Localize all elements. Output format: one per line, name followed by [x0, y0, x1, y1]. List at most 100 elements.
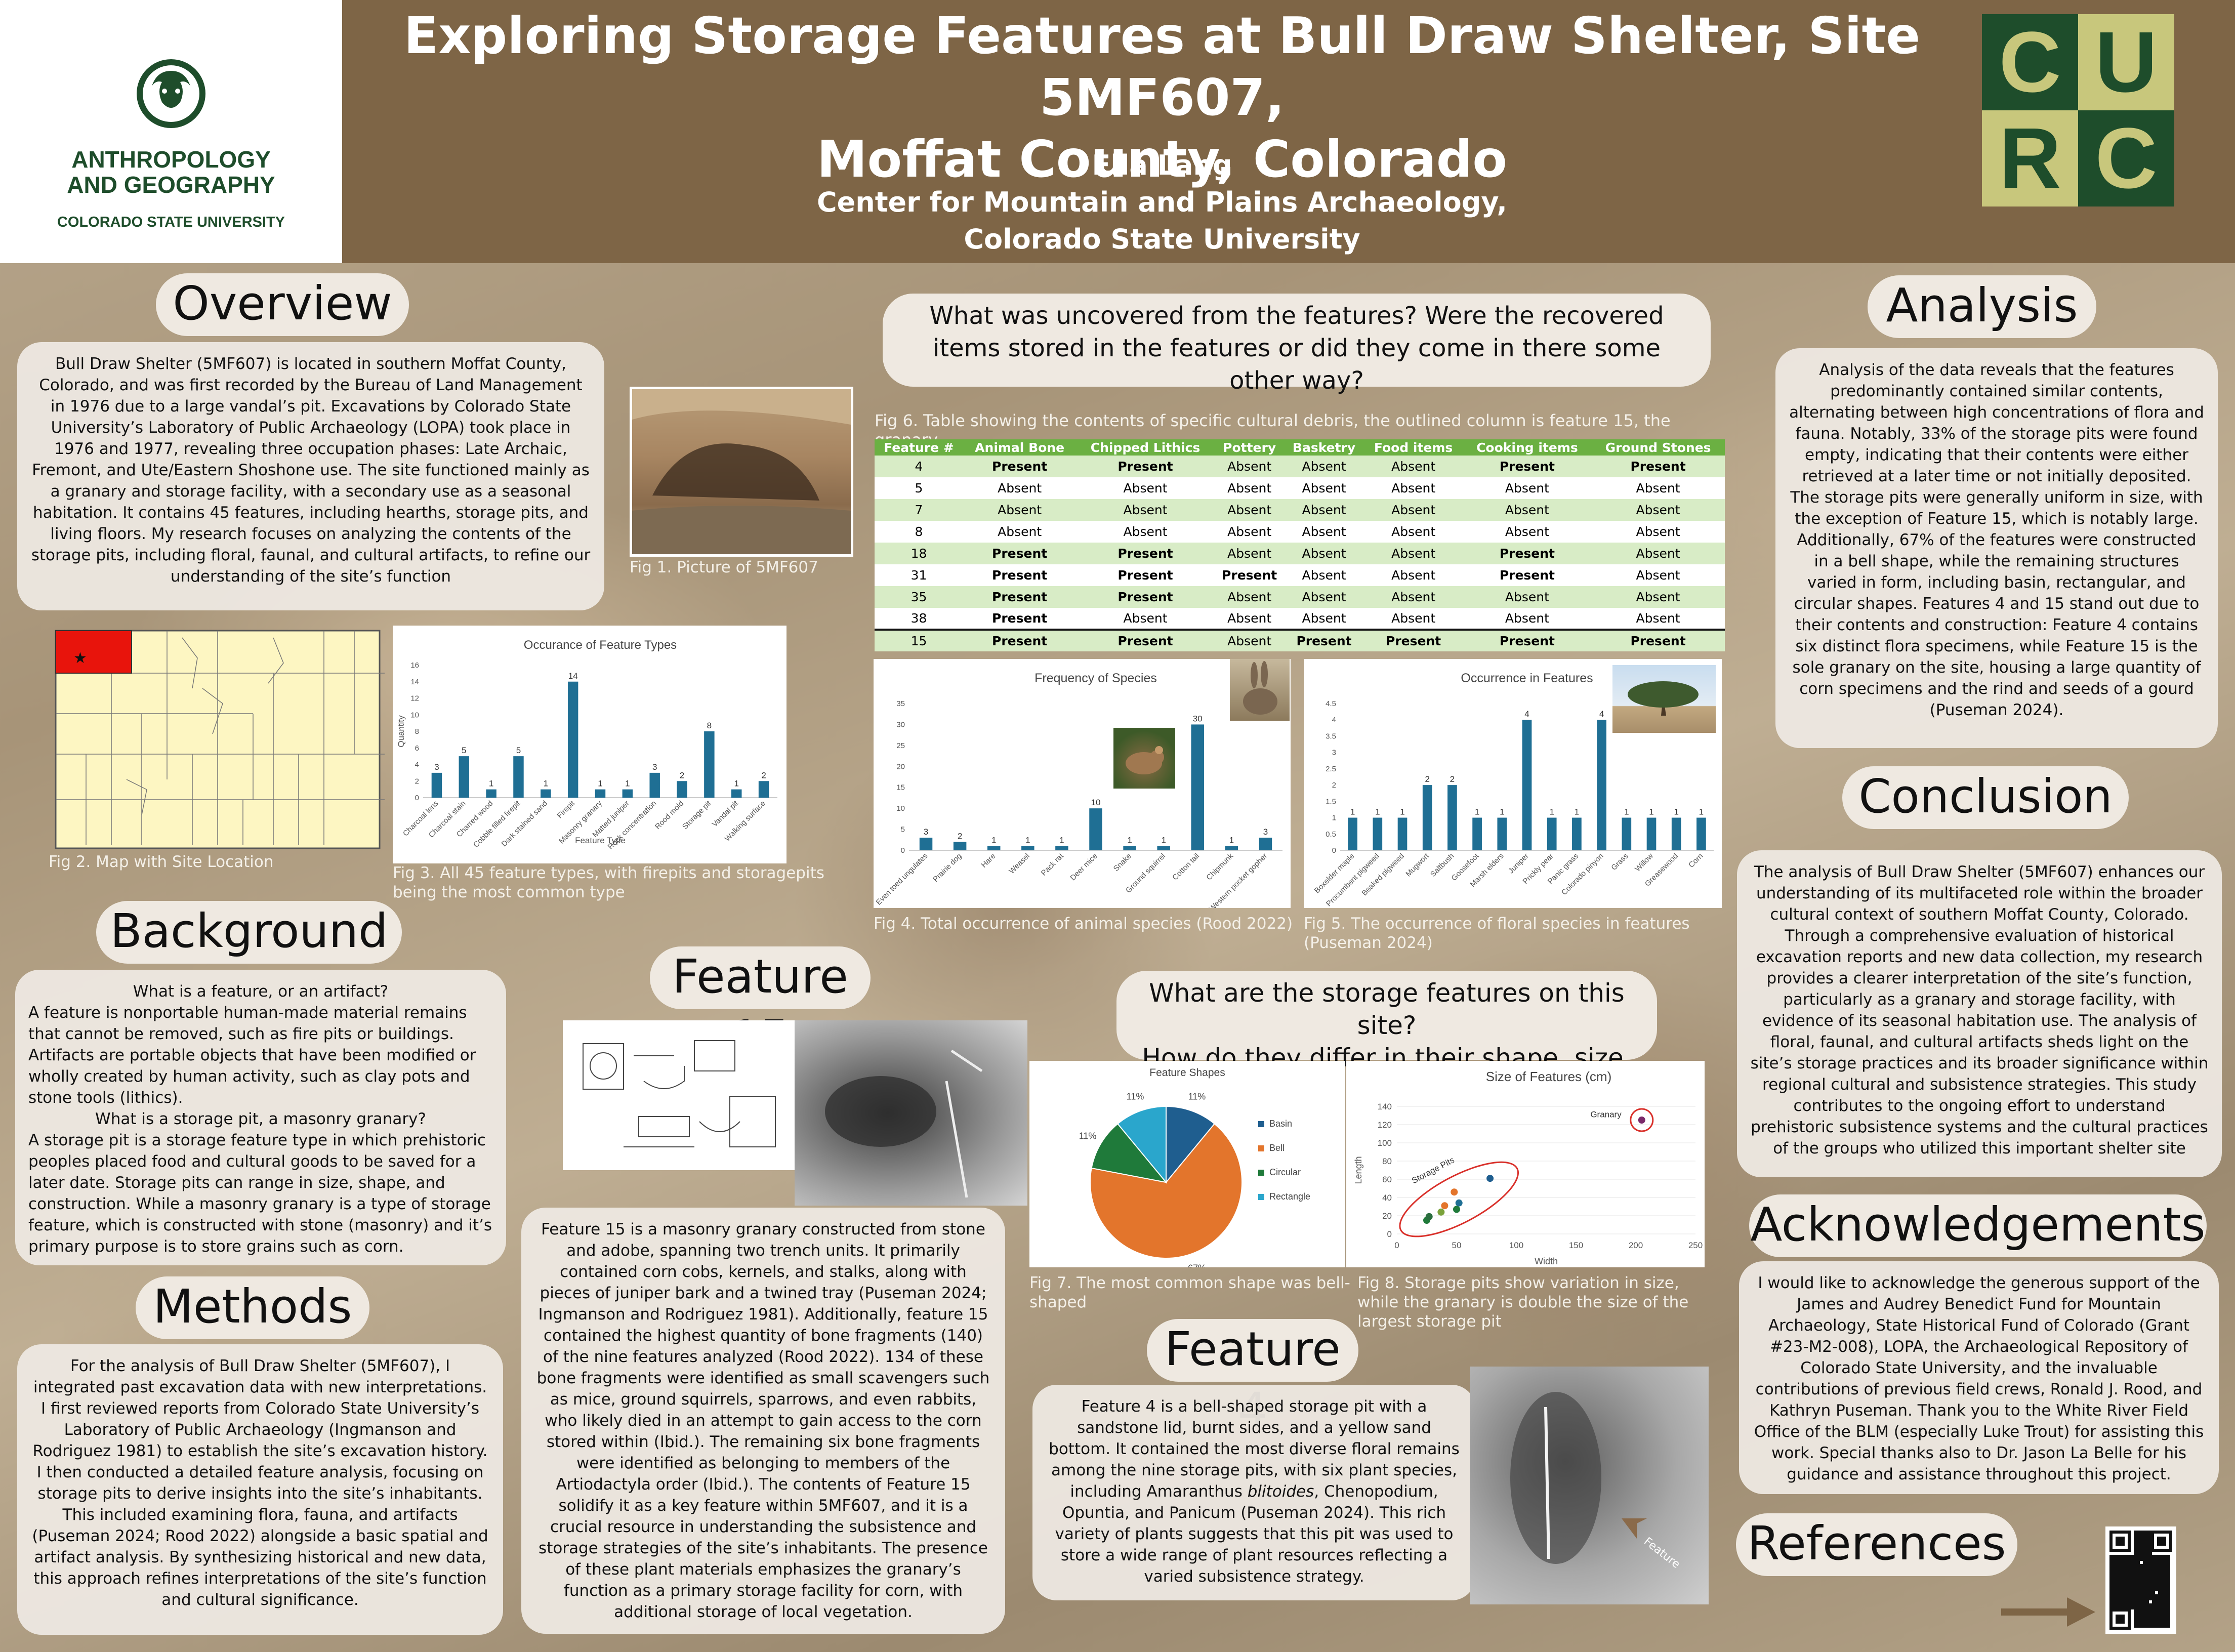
table-cell: Absent — [1284, 499, 1364, 521]
qr-module — [2109, 1594, 2113, 1597]
qr-finder — [2157, 1537, 2166, 1546]
qr-module — [2140, 1594, 2143, 1597]
pie-slice — [1166, 1105, 1216, 1184]
x-tick-label: Pack rat — [1040, 851, 1066, 878]
qr-module — [2158, 1606, 2161, 1609]
bar — [486, 789, 496, 798]
qr-module — [2128, 1597, 2131, 1600]
qr-module — [2155, 1561, 2158, 1564]
qr-module — [2125, 1588, 2128, 1591]
qr-module — [2167, 1576, 2170, 1579]
qr-module — [2161, 1616, 2164, 1619]
qr-module — [2125, 1606, 2128, 1609]
qr-module — [2161, 1561, 2164, 1564]
scatter-point — [1441, 1202, 1448, 1210]
background-box: What is a feature, or an artifact? A fea… — [15, 970, 506, 1265]
y-tick-label: 80 — [1382, 1157, 1392, 1166]
qr-module — [2155, 1579, 2158, 1582]
qr-module — [2109, 1564, 2113, 1567]
qr-module — [2164, 1573, 2167, 1576]
pie-slice — [1091, 1123, 1168, 1183]
table-row: 35 Present Present Absent Absent Absent Absent… — [875, 586, 1725, 608]
qr-module — [2134, 1579, 2137, 1582]
references-qr-code[interactable] — [2105, 1526, 2176, 1634]
x-axis-title: Feature Type — [575, 836, 626, 845]
qr-module — [2128, 1600, 2131, 1603]
bar — [1123, 846, 1136, 850]
qr-module — [2167, 1594, 2170, 1597]
qr-module — [2140, 1534, 2143, 1537]
qr-module — [2158, 1619, 2161, 1622]
feature4-box: Feature 4 is a bell-shaped storage pit w… — [1032, 1385, 1476, 1600]
qr-module — [2143, 1606, 2146, 1609]
qr-module — [2167, 1616, 2170, 1619]
table-row: 4 Present Present Absent Absent Absent Present… — [875, 456, 1725, 477]
y-tick-label: 10 — [410, 711, 419, 719]
qr-module — [2119, 1594, 2122, 1597]
table-cell: 15 — [875, 629, 963, 651]
table-cell: Present — [1591, 456, 1725, 477]
qr-module — [2152, 1561, 2155, 1564]
legend-swatch — [1258, 1145, 1264, 1151]
table-cell: Absent — [1363, 499, 1463, 521]
qr-module — [2113, 1591, 2116, 1594]
qr-module — [2116, 1603, 2119, 1606]
y-tick-label: 3 — [1332, 749, 1336, 757]
x-tick-label: Weasel — [1007, 852, 1031, 876]
qr-module — [2125, 1594, 2128, 1597]
qr-module — [2158, 1561, 2161, 1564]
qr-module — [2152, 1603, 2155, 1606]
table-row: 38 Present Absent Absent Absent Absent Absent A… — [875, 608, 1725, 630]
qr-module — [2119, 1558, 2122, 1561]
table-cell: Present — [1463, 456, 1592, 477]
qr-module — [2125, 1567, 2128, 1570]
qr-module — [2164, 1564, 2167, 1567]
qr-module — [2131, 1564, 2134, 1567]
qr-module — [2149, 1582, 2152, 1585]
qr-module — [2152, 1619, 2155, 1622]
legend-swatch — [1258, 1194, 1264, 1200]
qr-module — [2134, 1570, 2137, 1573]
pie-slice — [1116, 1105, 1167, 1184]
qr-module — [2116, 1585, 2119, 1588]
qr-module — [2140, 1582, 2143, 1585]
bar-value-label: 1 — [489, 779, 493, 789]
qr-module — [2134, 1603, 2137, 1606]
species-chart: Frequency of Species 0 5 10 15 20 25 30 35 3 Even … — [874, 659, 1291, 913]
qr-module — [2122, 1561, 2125, 1564]
qr-module — [2143, 1576, 2146, 1579]
table-cell: Present — [1214, 564, 1285, 586]
site-photo — [630, 387, 853, 557]
table-cell: Absent — [1076, 608, 1215, 630]
qr-module — [2149, 1543, 2152, 1546]
qr-module — [2109, 1582, 2113, 1585]
table-cell: Absent — [1363, 456, 1463, 477]
qr-module — [2149, 1537, 2152, 1540]
floral-chart: Occurrence in Features 0 0.5 1 1.5 2 2.5 3 3.5 4 4… — [1304, 659, 1722, 908]
bar-value-label: 2 — [680, 770, 684, 780]
table-row: 8 Absent Absent Absent Absent Absent Absent Abs… — [875, 521, 1725, 543]
qr-module — [2164, 1619, 2167, 1622]
legend-label: Circular — [1269, 1167, 1301, 1177]
cottontail-photo — [1230, 659, 1290, 721]
qr-module — [2143, 1546, 2146, 1549]
qr-module — [2128, 1603, 2131, 1606]
qr-module — [2158, 1609, 2161, 1613]
qr-module — [2140, 1591, 2143, 1594]
qr-module — [2140, 1603, 2143, 1606]
x-tick-label: Deer mice — [1068, 852, 1099, 882]
table-cell: Absent — [1363, 543, 1463, 564]
qr-module — [2152, 1609, 2155, 1613]
author-name: Ella Lang — [1092, 149, 1232, 181]
qr-module — [2152, 1576, 2155, 1579]
table-cell: Present — [1076, 456, 1215, 477]
qr-module — [2143, 1619, 2146, 1622]
table-cell: Absent — [1076, 521, 1215, 543]
table-cell: Absent — [1214, 608, 1285, 630]
qr-module — [2131, 1588, 2134, 1591]
table-cell: Absent — [963, 521, 1077, 543]
bar-value-label: 1 — [598, 779, 602, 789]
qr-module — [2155, 1597, 2158, 1600]
qr-module — [2146, 1546, 2149, 1549]
bar-value-label: 1 — [1475, 807, 1479, 817]
